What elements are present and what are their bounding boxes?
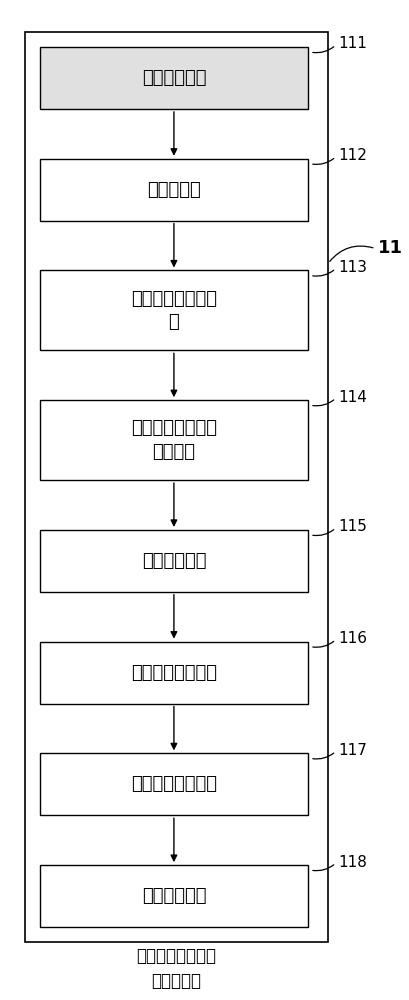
Text: 燃气消耗计算模块: 燃气消耗计算模块 bbox=[131, 664, 217, 682]
Text: 118: 118 bbox=[338, 855, 367, 870]
Text: 117: 117 bbox=[338, 743, 367, 758]
Text: 111: 111 bbox=[338, 36, 367, 51]
Text: 115: 115 bbox=[338, 519, 367, 534]
Text: 空气进气量计算模
块: 空气进气量计算模 块 bbox=[131, 290, 217, 331]
Bar bbox=[40, 865, 308, 927]
Text: 114: 114 bbox=[338, 390, 367, 405]
Text: 尾气排放模块: 尾气排放模块 bbox=[142, 887, 206, 905]
Text: 动力输出计算模块: 动力输出计算模块 bbox=[131, 775, 217, 793]
Bar bbox=[40, 753, 308, 815]
Text: 缸内燃烧模块: 缸内燃烧模块 bbox=[142, 552, 206, 570]
Bar bbox=[40, 270, 308, 350]
Text: 116: 116 bbox=[338, 631, 367, 646]
Bar bbox=[25, 32, 328, 942]
Bar bbox=[40, 400, 308, 480]
Bar bbox=[40, 47, 308, 109]
Text: 113: 113 bbox=[338, 260, 367, 275]
Bar bbox=[40, 159, 308, 221]
Text: 液化石油气发动机
仿真子系统: 液化石油气发动机 仿真子系统 bbox=[137, 947, 216, 990]
Bar bbox=[40, 530, 308, 592]
Text: 液化石油气供给量
计算模块: 液化石油气供给量 计算模块 bbox=[131, 419, 217, 461]
Bar bbox=[40, 642, 308, 704]
Text: 11: 11 bbox=[378, 239, 402, 257]
Text: 112: 112 bbox=[338, 148, 367, 163]
Text: 工况输入模块: 工况输入模块 bbox=[142, 69, 206, 87]
Text: 进气道模块: 进气道模块 bbox=[147, 181, 201, 199]
